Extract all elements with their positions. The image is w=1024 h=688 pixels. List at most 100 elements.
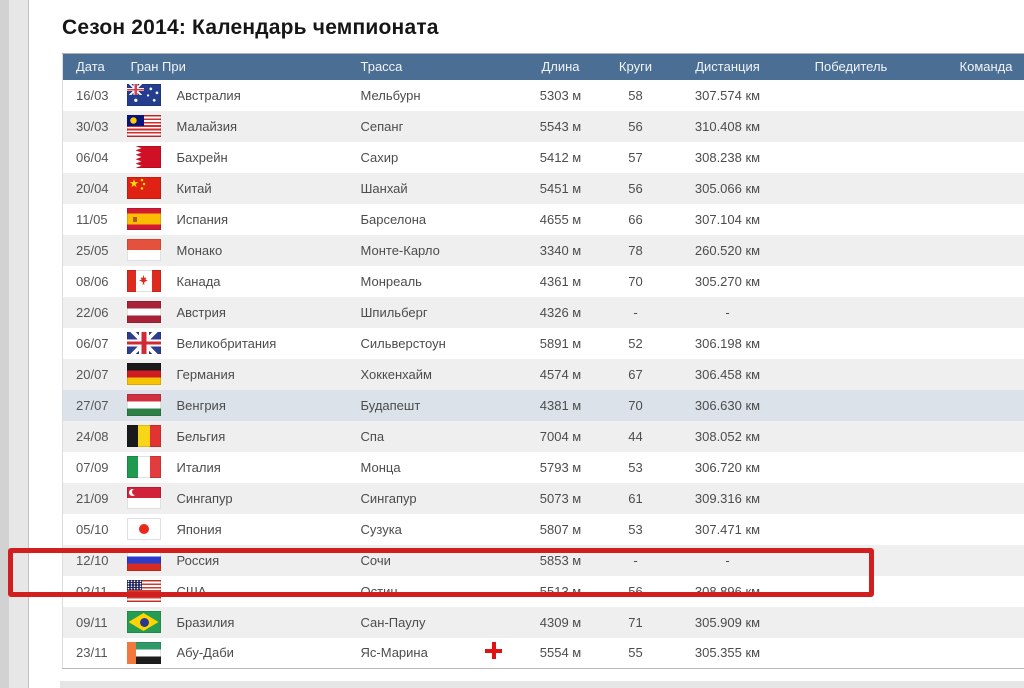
flag-italy-icon — [126, 456, 161, 478]
cell-flag — [121, 235, 169, 266]
table-row: 05/10 Япония Сузука 5807 м 53 307.471 км — [63, 514, 1024, 545]
cell-date: 09/11 — [76, 614, 108, 630]
cell-winner — [784, 483, 919, 514]
cell-date: 20/04 — [76, 180, 109, 196]
cell-team — [919, 483, 1024, 514]
cell-flag — [121, 204, 169, 235]
flag-bahrain-icon — [126, 146, 161, 168]
cell-date: 30/03 — [76, 118, 109, 134]
cell-laps: 53 — [628, 459, 643, 475]
cell-length: 3340 м — [539, 242, 582, 258]
cell-country: Китай — [176, 180, 212, 196]
cell-track: Спа — [360, 428, 385, 444]
cell-laps: 70 — [628, 397, 643, 413]
cell-team — [919, 359, 1024, 390]
cell-winner — [784, 80, 919, 111]
cell-date: 22/06 — [76, 304, 109, 320]
cell-country: Малайзия — [176, 118, 238, 134]
column-header-track: Трасса — [346, 53, 522, 80]
cell-winner — [784, 545, 919, 576]
page-left-edge — [0, 0, 9, 688]
cell-date: 07/09 — [76, 459, 109, 475]
cell-track: Сузука — [360, 521, 402, 537]
page-title: Сезон 2014: Календарь чемпионата — [62, 16, 439, 39]
cell-laps: 52 — [628, 335, 643, 351]
cell-track: Сан-Паулу — [360, 614, 426, 630]
cell-track: Барселона — [360, 211, 427, 227]
cell-winner — [784, 328, 919, 359]
cell-laps: 67 — [628, 366, 643, 382]
cell-track: Хоккенхайм — [360, 366, 432, 382]
cell-winner — [784, 421, 919, 452]
cell-country: Сингапур — [176, 490, 233, 506]
cell-distance: 308.238 км — [694, 149, 761, 165]
cell-length: 5451 м — [539, 180, 582, 196]
cell-country: Бельгия — [176, 428, 226, 444]
cell-laps: - — [633, 552, 638, 568]
cell-country: Италия — [176, 459, 221, 475]
cell-country: Венгрия — [176, 397, 226, 413]
cell-track: Сильверстоун — [360, 335, 446, 351]
cell-team — [919, 452, 1024, 483]
cell-distance: 305.066 км — [694, 180, 761, 196]
cell-track: Яс-Марина — [360, 645, 428, 661]
cell-length: 4361 м — [539, 273, 582, 289]
flag-austria-icon — [126, 301, 161, 323]
calendar-table-body: 16/03 Австралия Мельбурн 5303 м 58 307.574 км… — [62, 80, 1024, 669]
cell-length: 5412 м — [539, 149, 582, 165]
table-row: 08/06 Канада Монреаль 4361 м 70 305.270 км — [63, 266, 1024, 297]
cell-distance: 308.052 км — [694, 428, 761, 444]
cell-track: Монца — [360, 459, 401, 475]
cell-team — [919, 173, 1024, 204]
cell-length: 4655 м — [539, 211, 582, 227]
cell-track: Сепанг — [360, 118, 404, 134]
flag-uk-icon — [126, 332, 161, 354]
cell-track: Шанхай — [360, 180, 408, 196]
cell-date: 25/05 — [76, 242, 109, 258]
cell-distance: 305.909 км — [694, 614, 761, 630]
cell-country: Великобритания — [176, 335, 277, 351]
cell-track: Сочи — [360, 552, 391, 568]
cell-laps: - — [633, 304, 638, 320]
table-row: 11/05 Испания Барселона 4655 м 66 307.104 км — [63, 204, 1024, 235]
cell-team — [919, 297, 1024, 328]
cell-team — [919, 390, 1024, 421]
content-area: Сезон 2014: Календарь чемпионата Дата Гра… — [30, 0, 1024, 688]
page-left-gutter — [0, 0, 29, 688]
column-header-team: Команда — [918, 53, 1024, 80]
cell-date: 23/11 — [76, 645, 108, 661]
cell-length: 5807 м — [539, 521, 582, 537]
cell-team — [919, 576, 1024, 607]
cell-track: Сингапур — [360, 490, 417, 506]
cell-length: 5554 м — [539, 645, 582, 661]
cell-length: 7004 м — [539, 428, 582, 444]
cell-date: 05/10 — [76, 521, 109, 537]
cell-track: Мельбурн — [360, 87, 421, 103]
cell-distance: 260.520 км — [694, 242, 761, 258]
cell-track: Остин — [360, 583, 398, 599]
cell-track: Будапешт — [360, 397, 421, 413]
flag-germany-icon — [126, 363, 161, 385]
flag-australia-icon — [126, 84, 161, 106]
cell-flag — [121, 483, 169, 514]
column-header-dist: Дистанция — [671, 53, 784, 80]
table-row: 16/03 Австралия Мельбурн 5303 м 58 307.574 км — [63, 80, 1024, 111]
cell-distance: 306.720 км — [694, 459, 761, 475]
cell-winner — [784, 607, 919, 638]
cell-flag — [121, 359, 169, 390]
cell-laps: 61 — [628, 490, 643, 506]
cell-flag — [121, 142, 169, 173]
cell-length: 4574 м — [539, 366, 582, 382]
cell-laps: 55 — [628, 645, 643, 661]
cell-winner — [784, 452, 919, 483]
cell-laps: 71 — [628, 614, 643, 630]
column-header-win: Победитель — [783, 53, 919, 80]
cell-distance: 308.896 км — [694, 583, 761, 599]
page-bottom-strip — [60, 681, 1024, 688]
cell-team — [919, 235, 1024, 266]
cell-winner — [784, 638, 919, 669]
cell-length: 5793 м — [539, 459, 582, 475]
cell-country: Россия — [176, 552, 220, 568]
cell-winner — [784, 142, 919, 173]
